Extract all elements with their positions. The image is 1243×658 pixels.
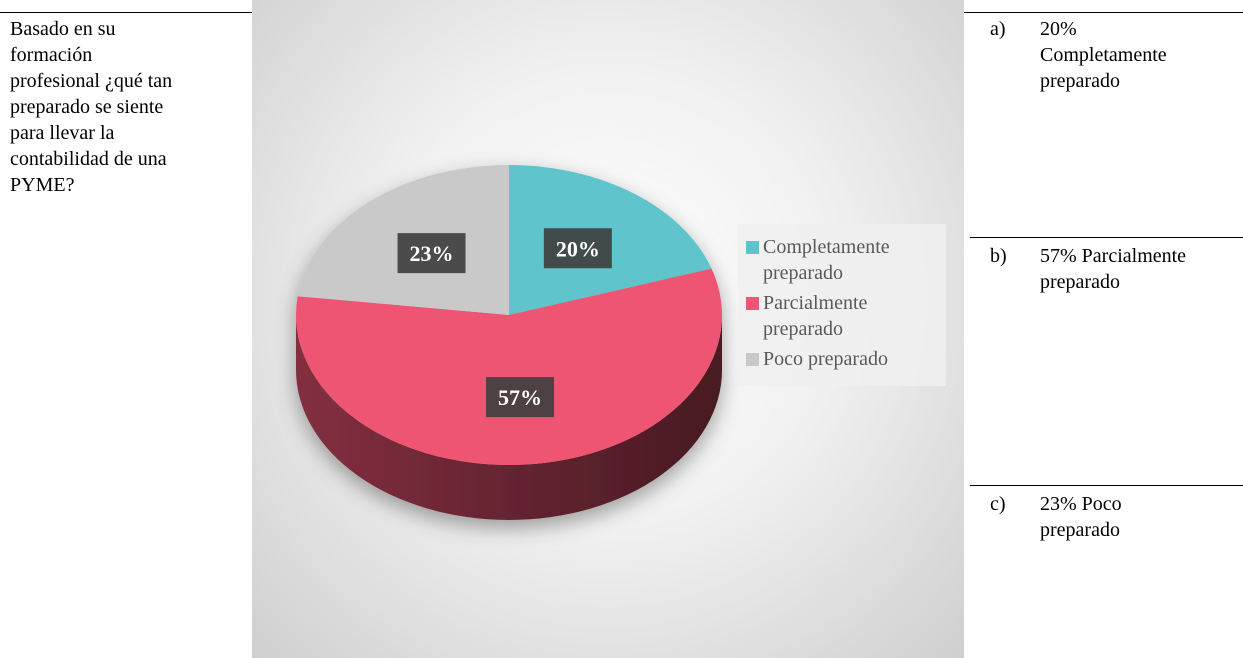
data-label: 57% [498, 385, 542, 410]
option-letter: b) [990, 245, 1007, 267]
option-letter: c) [990, 493, 1006, 515]
rule [970, 485, 1243, 486]
label-box [486, 377, 555, 418]
legend-item: Completamente preparado [746, 234, 938, 286]
pie [295, 165, 722, 520]
slice-side [296, 315, 722, 520]
option: c) 23% Poco preparado [990, 491, 1230, 543]
option-text: 20% Completamente preparado [1040, 18, 1167, 92]
legend: Completamente preparado Parcialmente prep… [738, 224, 946, 386]
legend-label: Parcialmente preparado [763, 292, 868, 340]
legend-label: Completamente preparado [763, 236, 890, 284]
label-box [397, 233, 466, 274]
option-letter: a) [990, 18, 1006, 40]
label-box [543, 228, 612, 269]
legend-swatch [746, 297, 759, 310]
data-label: 20% [556, 236, 600, 261]
slice [295, 268, 722, 465]
legend-swatch [746, 353, 759, 366]
legend-label: Poco preparado [763, 348, 888, 370]
question: Basado en su formación profesional ¿qué … [10, 18, 173, 196]
option-text: 23% Poco preparado [1040, 493, 1122, 541]
option-text: 57% Parcialmente preparado [1040, 245, 1187, 293]
option: b) 57% Parcialmente preparado [990, 243, 1230, 295]
data-label: 23% [410, 241, 454, 266]
rule [970, 237, 1243, 238]
legend-item: Poco preparado [746, 346, 938, 372]
legend-swatch [746, 241, 759, 254]
option: a) 20% Completamente preparado [990, 16, 1230, 94]
legend-item: Parcialmente preparado [746, 290, 938, 342]
